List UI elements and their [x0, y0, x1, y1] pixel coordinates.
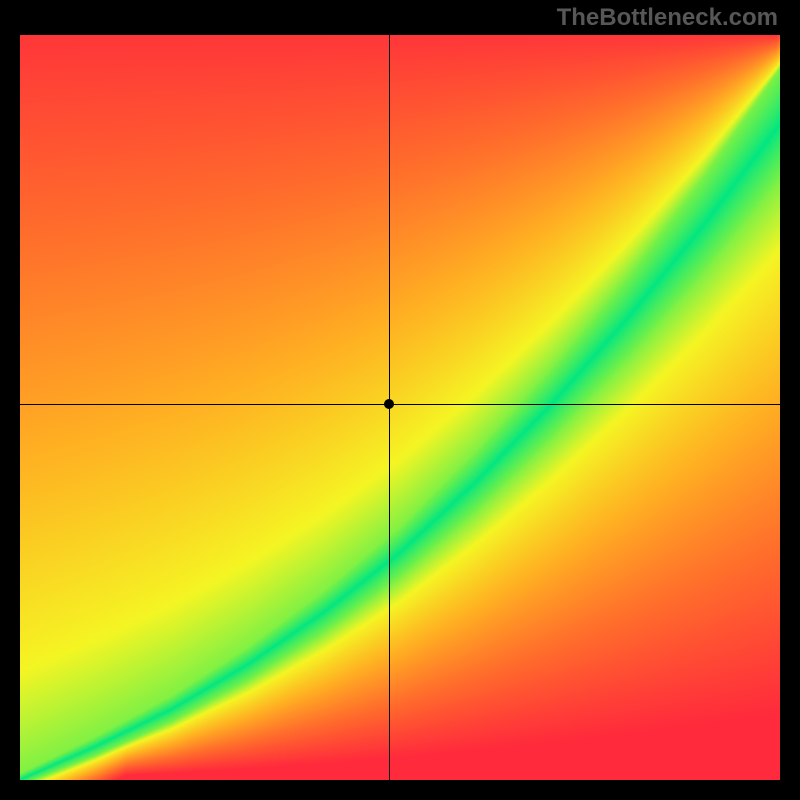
watermark-text: TheBottleneck.com [557, 4, 778, 32]
crosshair-marker [384, 399, 394, 409]
chart-container: TheBottleneck.com [0, 0, 800, 800]
crosshair-horizontal [20, 404, 780, 405]
heatmap-canvas [20, 35, 780, 780]
plot-area [20, 35, 780, 780]
